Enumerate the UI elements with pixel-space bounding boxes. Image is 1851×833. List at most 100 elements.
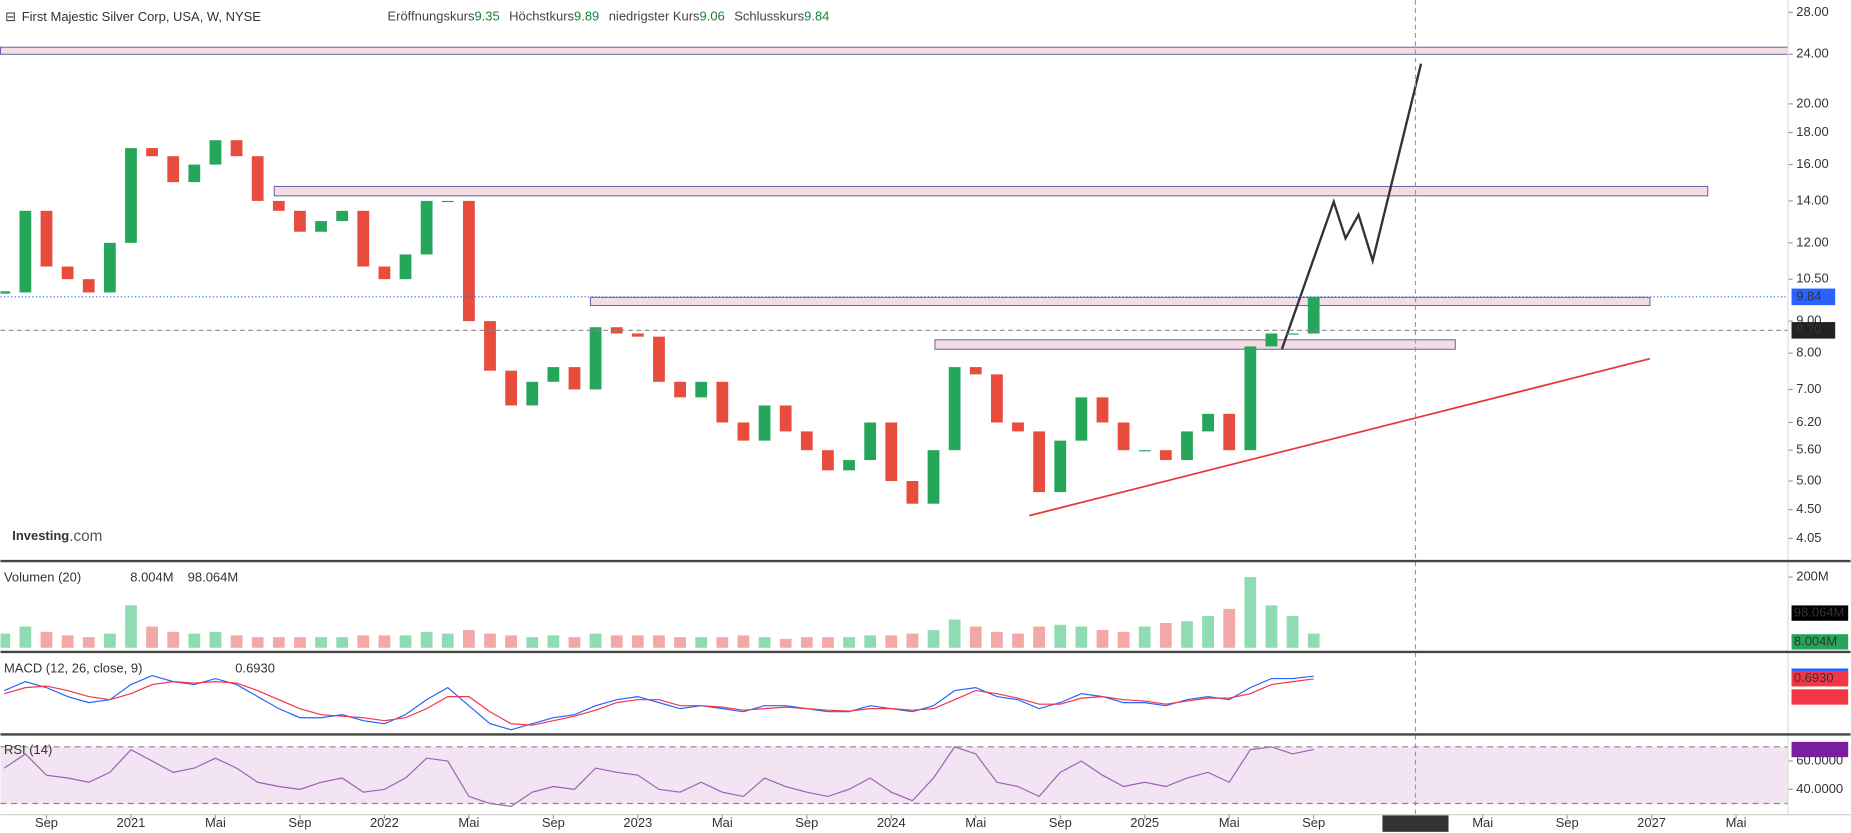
candle: [674, 381, 686, 398]
resistance-zone: [589, 296, 1651, 307]
crosshair-price-label: 8.70: [1796, 322, 1821, 337]
stat-label: Schlusskurs: [734, 9, 804, 24]
candle: [209, 140, 222, 165]
volume-bar: [462, 630, 475, 648]
readout: 0.6930: [235, 660, 275, 675]
volume-bar: [1033, 626, 1046, 648]
candle: [1075, 397, 1088, 441]
volume-bar: [547, 635, 560, 648]
candle: [125, 148, 137, 243]
y-tick-label: 16.00: [1796, 156, 1828, 171]
y-tick-label: 5.60: [1796, 442, 1821, 457]
resistance-zone: [273, 185, 1709, 197]
candle: [969, 367, 982, 375]
volume-bar: [505, 635, 518, 648]
x-tick-label: Mai: [1219, 815, 1240, 830]
candle: [378, 266, 391, 280]
candle: [1307, 296, 1320, 334]
last-price-tag: [1791, 288, 1836, 306]
volume-bar: [1286, 615, 1299, 648]
y-tick-label: 4.05: [1796, 530, 1821, 545]
volume-bar: [1202, 615, 1214, 648]
candle: [1181, 431, 1193, 461]
y-tick-label: 28.00: [1796, 4, 1828, 19]
readout-tag-label: 98.064M: [1794, 605, 1844, 620]
candle: [779, 405, 792, 432]
readout-tag: [1791, 671, 1849, 687]
x-tick-label: Mai: [965, 815, 986, 830]
volume-bar: [526, 637, 539, 648]
candle: [1012, 422, 1024, 432]
volume-bar: [822, 637, 834, 648]
ohlc-stats: Eröffnungskurs9.35 Höchstkurs9.89 niedrigs…: [387, 9, 829, 24]
volume-bar: [251, 637, 264, 648]
rsi-band: [0, 746, 1788, 804]
volume-bar: [420, 631, 433, 648]
stat-label: niedrigster Kurs: [609, 9, 700, 24]
volume-bar: [948, 619, 961, 648]
volume-bar: [568, 637, 581, 648]
candle: [800, 431, 813, 451]
candle: [526, 381, 539, 406]
x-tick-label: 2022: [370, 815, 399, 830]
x-tick-label: Sep: [795, 815, 818, 830]
volume-bar: [1244, 577, 1257, 648]
candle: [1286, 333, 1299, 335]
readout-tag: [1791, 689, 1849, 705]
x-tick-label: Sep: [1049, 815, 1072, 830]
candle: [1159, 450, 1172, 461]
readout: 8.004M: [130, 570, 173, 585]
collapse-icon[interactable]: ⊟: [5, 9, 16, 24]
volume-bar: [294, 637, 306, 648]
y-tick-label: 5.00: [1796, 472, 1821, 487]
volume-bar: [758, 637, 771, 648]
y-tick-label: 7.00: [1796, 381, 1821, 396]
projection-path: [1280, 63, 1423, 350]
volume-bar: [906, 633, 919, 648]
candles: [0, 140, 1320, 807]
volume-bar: [716, 637, 729, 648]
volume-bar: [378, 635, 391, 648]
volume-bar: [357, 635, 370, 648]
candle: [1033, 431, 1046, 493]
y-tick-label: 200M: [1796, 568, 1828, 583]
volume-bar: [1181, 621, 1193, 648]
crosshair-price-tag: [1791, 322, 1836, 339]
x-tick-label: 2024: [877, 815, 906, 830]
stat-value: 9.84: [804, 9, 829, 24]
candle: [737, 422, 750, 441]
candle: [505, 370, 518, 406]
volume-bar: [1075, 626, 1088, 648]
candle: [1138, 450, 1151, 452]
x-tick-label: Mai: [1472, 815, 1493, 830]
candle: [399, 254, 412, 280]
volume-bar: [990, 631, 1003, 648]
volume-bar: [1159, 623, 1172, 648]
volume-bar: [188, 633, 201, 648]
x-tick-label: Sep: [35, 815, 58, 830]
candle: [462, 200, 475, 322]
candle: [167, 156, 180, 183]
y-tick-label: 8.00: [1796, 345, 1821, 360]
candle: [906, 481, 919, 504]
y-tick-label: 24.00: [1796, 46, 1828, 61]
candle: [146, 148, 158, 157]
volume-bar: [19, 626, 32, 648]
candle: [948, 367, 961, 451]
volume-bar: [631, 635, 644, 648]
volume-bar: [103, 633, 116, 648]
rsi-line: [3, 746, 1314, 807]
volume-bar: [399, 635, 412, 648]
y-tick-label: 6.20: [1796, 414, 1821, 429]
volume-bar: [1117, 631, 1130, 648]
volume-bar: [927, 630, 940, 648]
candle: [716, 381, 729, 423]
stat-label: Höchstkurs: [509, 9, 574, 24]
candle: [1202, 413, 1214, 432]
volume-bar: [885, 635, 898, 648]
volume-bar: [1265, 605, 1278, 648]
candle: [589, 327, 602, 390]
crosshair-date-label: 2026-01-26: [1382, 815, 1448, 830]
